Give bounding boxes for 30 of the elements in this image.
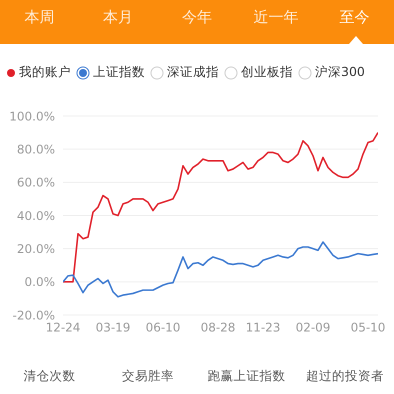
text: 今年: [180, 7, 213, 28]
y-tick-label: 20.0%: [16, 242, 55, 256]
y-tick-label: 40.0%: [16, 208, 55, 223]
y-tick-label: 60.0%: [16, 176, 55, 190]
x-tick-label: 05-10: [350, 320, 386, 335]
text: 交易胜率: [120, 368, 175, 385]
text: 深证成指: [167, 64, 219, 81]
legend-label: 上证指数: [93, 64, 145, 81]
text: 至今: [338, 7, 371, 28]
text: 本周: [23, 7, 56, 28]
x-tick-label: 03-19: [96, 320, 130, 335]
y-tick-label: 0.0%: [24, 275, 55, 290]
line-series: [63, 132, 378, 283]
text: 沪深300: [315, 64, 365, 81]
y-tick-label: 80.0%: [16, 142, 55, 156]
text: 跑赢上证指数: [206, 368, 286, 385]
x-tick-label: 11-23: [246, 320, 280, 335]
line-series: [63, 241, 378, 298]
y-tick-label: -20.0%: [12, 308, 55, 322]
x-tick-label: 08-28: [200, 320, 236, 335]
text: 超过的投资者: [304, 368, 385, 385]
text: 近一年: [252, 7, 300, 28]
x-tick-label: 06-10: [146, 320, 180, 335]
legend-label: 我的账户: [19, 64, 71, 81]
x-tick-label: 02-09: [296, 320, 330, 335]
text: 本月: [102, 7, 134, 28]
text: 创业板指: [241, 64, 293, 81]
text: 清仓次数: [22, 368, 76, 385]
y-tick-label: 100.0%: [9, 109, 55, 124]
x-tick-label: 12-24: [46, 320, 80, 335]
